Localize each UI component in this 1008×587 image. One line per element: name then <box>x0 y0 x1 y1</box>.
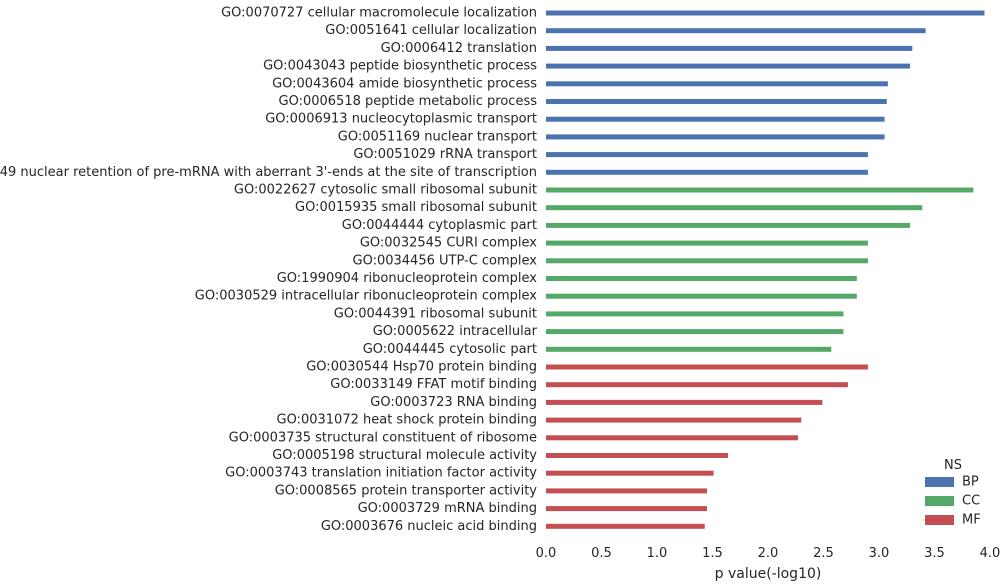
category-label: GO:0071049 nuclear retention of pre-mRNA… <box>0 165 537 180</box>
bar-bp <box>546 45 913 51</box>
category-label: GO:0034456 UTP-C complex <box>353 253 538 268</box>
category-label: GO:0044444 cytoplasmic part <box>342 218 537 233</box>
category-label: GO:0070727 cellular macromolecule locali… <box>221 6 537 21</box>
bar-cc <box>546 293 857 299</box>
bar-cc <box>546 311 844 317</box>
bar-bp <box>546 63 911 69</box>
bar-mf <box>546 488 707 494</box>
category-labels: GO:0070727 cellular macromolecule locali… <box>0 6 538 534</box>
category-label: GO:0005622 intracellular <box>373 324 538 339</box>
bar-mf <box>546 399 823 405</box>
bar-bp <box>546 10 985 16</box>
bar-cc <box>546 258 868 264</box>
category-label: GO:0006913 nucleocytoplasmic transport <box>265 112 537 127</box>
legend-label-mf: MF <box>962 513 981 528</box>
bar-bp <box>546 169 868 175</box>
bar-mf <box>546 417 802 423</box>
bar-cc <box>546 276 857 281</box>
legend-swatch-bp <box>925 477 954 487</box>
x-tick-label: 3.5 <box>924 546 945 561</box>
x-tick-label: 2.5 <box>813 546 834 561</box>
category-label: GO:0051641 cellular localization <box>325 23 537 38</box>
bar-bp <box>546 99 887 104</box>
bar-cc <box>546 346 832 352</box>
category-label: GO:0003729 mRNA binding <box>358 501 537 516</box>
legend-label-cc: CC <box>962 494 980 509</box>
bar-bp <box>546 81 888 87</box>
bar-bp <box>546 152 868 158</box>
bar-bp <box>546 116 885 122</box>
bar-mf <box>546 382 848 388</box>
x-axis-label: p value(-log10) <box>715 566 822 582</box>
bar-bp <box>546 134 885 140</box>
category-label: GO:1990904 ribonucleoprotein complex <box>277 271 538 286</box>
x-tick-label: 1.5 <box>702 546 723 561</box>
x-tick-label: 3.0 <box>869 546 890 561</box>
category-label: GO:0003676 nucleic acid binding <box>321 519 537 534</box>
category-label: GO:0003723 RNA binding <box>370 395 537 410</box>
category-label: GO:0022627 cytosolic small ribosomal sub… <box>234 183 537 198</box>
x-tick-label: 4.0 <box>980 546 1001 561</box>
category-label: GO:0003735 structural constituent of rib… <box>229 430 537 445</box>
bar-bp <box>546 28 926 34</box>
legend: NS BP CC MF <box>925 458 981 528</box>
category-label: GO:0044391 ribosomal subunit <box>334 306 537 321</box>
category-label: GO:0033149 FFAT motif binding <box>330 377 537 392</box>
category-label: GO:0006412 translation <box>381 41 537 56</box>
legend-entries: BP CC MF <box>925 475 981 528</box>
bar-mf <box>546 453 729 458</box>
bars-layer <box>546 10 985 529</box>
bar-mf <box>546 364 868 370</box>
x-tick-label: 2.0 <box>758 546 779 561</box>
x-tick-label: 0.5 <box>591 546 612 561</box>
bar-cc <box>546 240 868 246</box>
bar-cc <box>546 222 911 228</box>
x-tick-label: 0.0 <box>536 546 557 561</box>
category-label: GO:0032545 CURI complex <box>360 236 537 251</box>
legend-swatch-cc <box>925 496 954 506</box>
bar-cc <box>546 205 923 211</box>
legend-swatch-mf <box>925 515 954 525</box>
legend-label-bp: BP <box>962 475 979 490</box>
category-label: GO:0006518 peptide metabolic process <box>279 94 538 109</box>
category-label: GO:0015935 small ribosomal subunit <box>295 200 537 215</box>
bar-mf <box>546 506 707 512</box>
bar-mf <box>546 523 705 529</box>
bar-cc <box>546 187 974 193</box>
category-label: GO:0008565 protein transporter activity <box>275 483 538 498</box>
category-label: GO:0031072 heat shock protein binding <box>277 413 538 428</box>
bar-mf <box>546 435 798 441</box>
x-axis: 0.0 0.5 1.0 1.5 2.0 2.5 3.0 3.5 4.0 <box>536 546 1001 561</box>
category-label: GO:0051169 nuclear transport <box>338 129 537 144</box>
category-label: GO:0051029 rRNA transport <box>353 147 537 162</box>
category-label: GO:0003743 translation initiation factor… <box>225 466 537 481</box>
category-label: GO:0030529 intracellular ribonucleoprote… <box>195 289 538 304</box>
bar-mf <box>546 470 714 476</box>
category-label: GO:0043604 amide biosynthetic process <box>272 76 537 91</box>
category-label: GO:0030544 Hsp70 protein binding <box>306 360 537 375</box>
category-label: GO:0044445 cytosolic part <box>363 342 537 357</box>
bar-cc <box>546 329 844 335</box>
category-label: GO:0043043 peptide biosynthetic process <box>263 59 537 74</box>
x-tick-label: 1.0 <box>647 546 668 561</box>
legend-title: NS <box>944 458 962 473</box>
category-label: GO:0005198 structural molecule activity <box>272 448 537 463</box>
